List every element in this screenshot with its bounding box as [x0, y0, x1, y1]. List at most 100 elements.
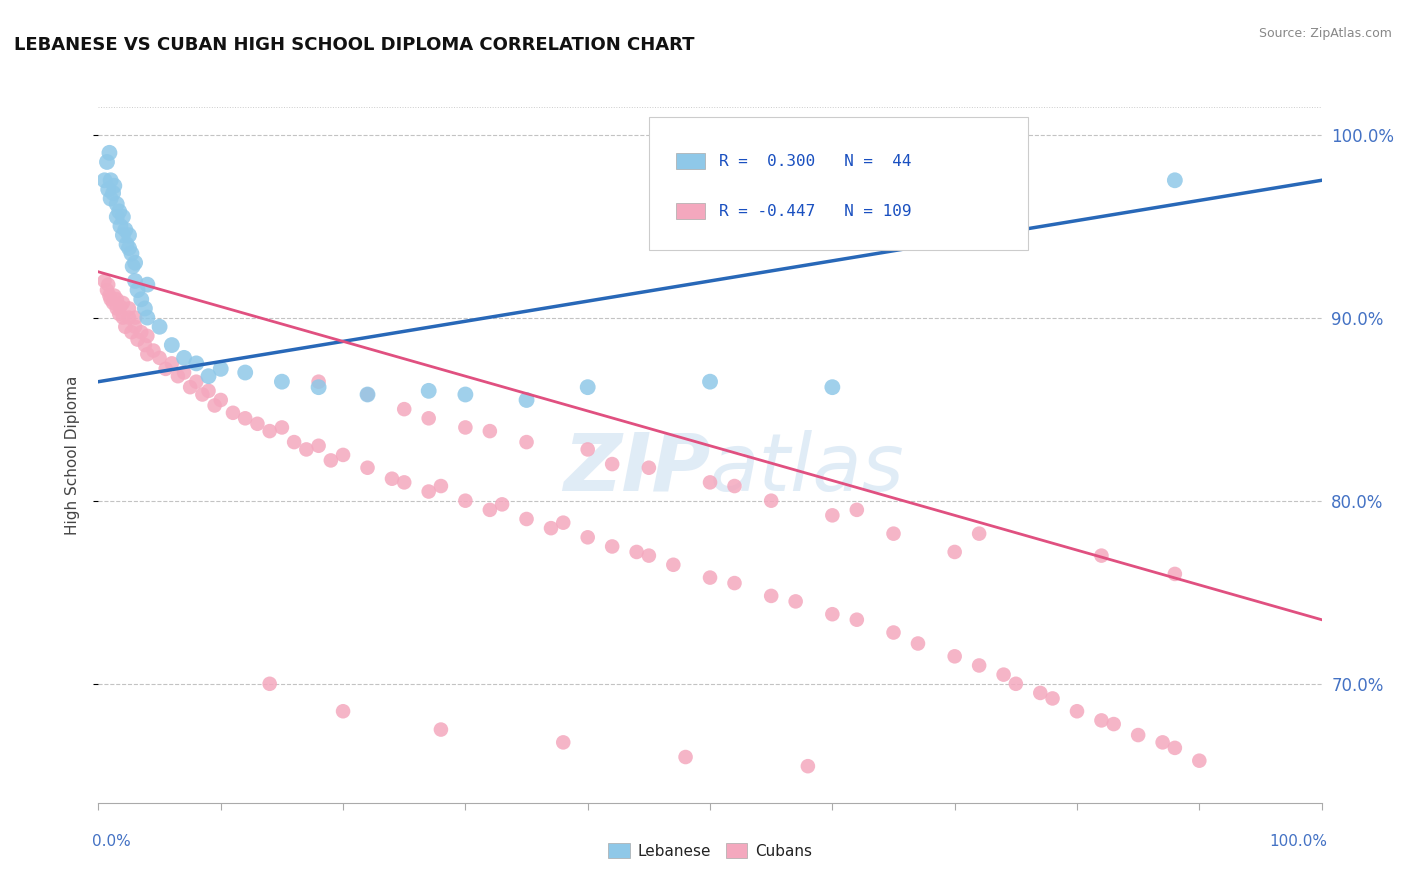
Point [576, 530, 599, 544]
Point [136, 347, 159, 361]
Point [576, 380, 599, 394]
Text: R = -0.447   N = 109: R = -0.447 N = 109 [718, 203, 911, 219]
Point [1004, 677, 1026, 691]
Point [134, 301, 156, 316]
Legend: Lebanese, Cubans: Lebanese, Cubans [602, 837, 818, 864]
Point [553, 735, 575, 749]
Point [186, 375, 208, 389]
Point [105, 301, 128, 316]
Point [600, 540, 623, 554]
Point [124, 255, 146, 269]
Point [515, 512, 537, 526]
Point [1164, 740, 1187, 755]
Point [883, 625, 905, 640]
FancyBboxPatch shape [676, 153, 706, 169]
Point [553, 516, 575, 530]
Point [308, 375, 330, 389]
Point [332, 704, 354, 718]
Point [1188, 754, 1211, 768]
FancyBboxPatch shape [650, 118, 1028, 250]
Point [993, 667, 1015, 681]
Point [160, 338, 183, 352]
Point [93, 173, 115, 187]
Point [454, 420, 477, 434]
Point [100, 173, 122, 187]
Point [356, 460, 378, 475]
Point [167, 369, 190, 384]
Y-axis label: High School Diploma: High School Diploma [65, 376, 80, 534]
Point [121, 260, 143, 274]
Point [120, 325, 142, 339]
Point [821, 508, 844, 523]
Point [1128, 728, 1150, 742]
Point [108, 204, 131, 219]
Point [111, 310, 134, 325]
Point [1164, 173, 1187, 187]
Point [142, 343, 165, 358]
Point [118, 228, 141, 243]
Point [111, 210, 134, 224]
Point [108, 307, 131, 321]
Text: Source: ZipAtlas.com: Source: ZipAtlas.com [1258, 27, 1392, 40]
Point [332, 448, 354, 462]
Point [110, 300, 132, 314]
Point [96, 155, 118, 169]
Point [626, 545, 648, 559]
Point [491, 497, 513, 511]
Point [246, 417, 269, 431]
Point [204, 399, 226, 413]
Point [124, 274, 146, 288]
Point [124, 319, 146, 334]
Point [191, 387, 214, 401]
Point [418, 484, 440, 499]
Point [100, 293, 122, 307]
Point [943, 649, 966, 664]
Point [129, 325, 152, 339]
Point [98, 145, 121, 160]
Point [283, 435, 305, 450]
Point [1066, 704, 1088, 718]
Point [761, 493, 783, 508]
Point [821, 607, 844, 622]
Point [101, 186, 124, 200]
Point [699, 571, 721, 585]
Point [149, 319, 172, 334]
Point [127, 333, 149, 347]
Point [883, 526, 905, 541]
Point [418, 384, 440, 398]
Point [118, 241, 141, 255]
Point [114, 223, 136, 237]
Point [118, 301, 141, 316]
Point [197, 369, 219, 384]
Point [101, 296, 124, 310]
Point [478, 503, 501, 517]
Point [845, 503, 868, 517]
Point [454, 387, 477, 401]
Point [173, 351, 195, 365]
Point [98, 288, 121, 302]
Point [1102, 717, 1125, 731]
Point [259, 677, 281, 691]
Point [197, 384, 219, 398]
Point [381, 472, 404, 486]
Point [723, 479, 745, 493]
Point [222, 406, 245, 420]
Point [418, 411, 440, 425]
Point [127, 283, 149, 297]
Point [638, 549, 661, 563]
Point [259, 424, 281, 438]
Point [155, 362, 177, 376]
Point [540, 521, 562, 535]
Point [308, 380, 330, 394]
Point [723, 576, 745, 591]
Point [907, 636, 929, 650]
Point [160, 356, 183, 370]
Text: atlas: atlas [710, 430, 905, 508]
Point [785, 594, 807, 608]
Point [967, 658, 990, 673]
Point [97, 277, 120, 292]
Point [93, 274, 115, 288]
Point [209, 392, 232, 407]
Point [114, 319, 136, 334]
Point [845, 613, 868, 627]
